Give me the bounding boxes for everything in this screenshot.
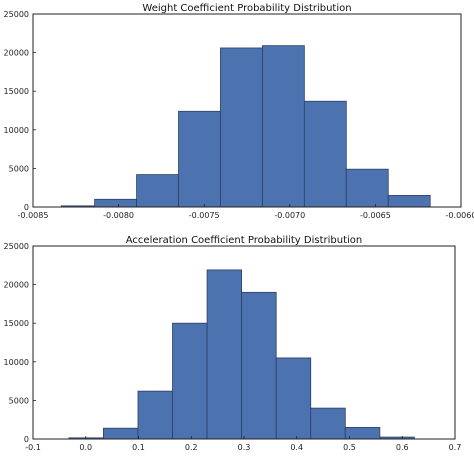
x-tick-label: 0.5	[343, 443, 356, 452]
x-tick-label: 0.0	[79, 443, 92, 452]
y-tick-label: 20000	[4, 281, 29, 290]
x-tick-label: -0.0070	[274, 211, 305, 220]
weight-histogram-bar	[136, 174, 179, 208]
x-tick-label: 0.1	[132, 443, 145, 452]
y-tick-label: 10000	[4, 126, 29, 135]
x-tick-label: -0.0075	[189, 211, 220, 220]
acceleration-histogram-bar	[172, 322, 208, 440]
y-tick-label: 15000	[4, 87, 29, 96]
weight-histogram-bar	[178, 110, 221, 208]
y-tick-label: 0	[24, 203, 29, 212]
x-tick-label: 0.4	[290, 443, 303, 452]
weight-histogram-bar	[387, 195, 431, 208]
weight-histogram-bar	[220, 47, 263, 208]
weight-histogram-bar	[345, 168, 389, 208]
y-tick-label: 10000	[4, 358, 29, 367]
acceleration-histogram-bar	[137, 390, 173, 440]
y-tick-label: 25000	[4, 242, 29, 251]
plot-frame	[32, 13, 462, 208]
x-tick-label: -0.0065	[360, 211, 391, 220]
acceleration-histogram-panel: Acceleration Coefficient Probability Dis…	[4, 235, 462, 452]
x-tick-label: 0.3	[238, 443, 251, 452]
y-tick-label: 5000	[9, 396, 29, 405]
acceleration-histogram-bar	[275, 357, 312, 440]
acceleration-histogram-bar	[344, 427, 381, 440]
y-tick-label: 25000	[4, 10, 29, 19]
x-tick-label: 0.6	[396, 443, 409, 452]
x-tick-label: 0.7	[449, 443, 462, 452]
acceleration-histogram-bar	[241, 291, 277, 440]
weight-histogram-bar	[262, 45, 305, 208]
acceleration-histogram-bar	[206, 269, 243, 440]
x-tick-label: -0.1	[25, 443, 41, 452]
y-tick-label: 20000	[4, 49, 29, 58]
chart-title: Weight Coefficient Probability Distribut…	[142, 3, 351, 14]
weight-histogram-bar	[94, 198, 137, 208]
weight-histogram-panel: Weight Coefficient Probability Distribut…	[4, 3, 474, 220]
y-tick-label: 0	[24, 435, 29, 444]
x-tick-label: -0.0060	[446, 211, 474, 220]
acceleration-histogram-bar	[310, 407, 346, 440]
x-tick-label: -0.0085	[18, 211, 49, 220]
y-tick-label: 15000	[4, 319, 29, 328]
weight-histogram-bar	[303, 100, 347, 208]
x-tick-label: 0.2	[185, 443, 198, 452]
y-tick-label: 5000	[9, 164, 29, 173]
chart-title: Acceleration Coefficient Probability Dis…	[126, 235, 362, 246]
x-tick-label: -0.0080	[103, 211, 134, 220]
acceleration-histogram-bar	[103, 427, 139, 440]
